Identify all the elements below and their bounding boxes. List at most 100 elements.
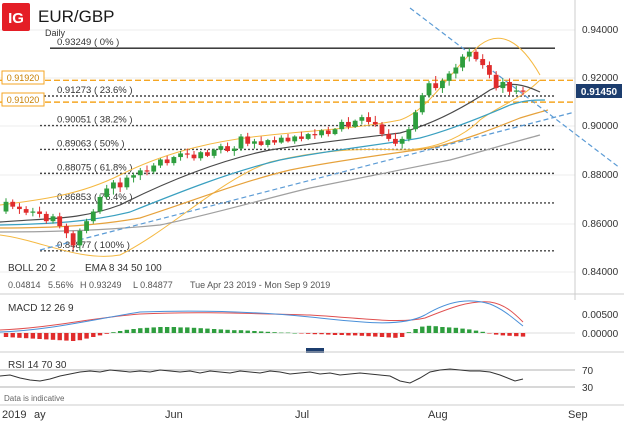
candle-body [191, 154, 197, 159]
macd-bar [285, 332, 291, 334]
macd-bar [151, 327, 156, 333]
macd-bar [191, 327, 197, 333]
candle-body [37, 211, 42, 214]
candle-body [23, 209, 29, 213]
candle-body [352, 120, 358, 127]
candle-body [124, 177, 130, 188]
candle-body [339, 121, 345, 130]
ema-50 [0, 109, 549, 229]
macd-bar [185, 327, 190, 333]
candle-body [17, 206, 22, 210]
stat-pct: 5.56% [48, 280, 74, 290]
candle-body [164, 159, 170, 164]
macd-bar [319, 333, 324, 335]
candle-body [520, 90, 526, 92]
fib-label: 0.89063 ( 50% ) [57, 138, 125, 149]
candle-body [406, 129, 412, 139]
trend-lines [39, 7, 621, 251]
indicator-info: BOLL 20 2 EMA 8 34 50 100 0.04814 5.56% … [8, 263, 330, 290]
fib-label: 0.93249 ( 0% ) [57, 37, 119, 48]
candle-body [446, 73, 452, 81]
candle-body [399, 138, 405, 144]
macd-marker [306, 348, 324, 353]
candle-body [144, 170, 150, 172]
price-tick: 0.92000 [582, 73, 619, 84]
macd-bar [17, 333, 22, 338]
candle-body [493, 74, 499, 89]
macd-bar [433, 326, 438, 333]
macd-bar [198, 328, 203, 333]
macd-bar [379, 333, 385, 337]
macd-panel: MACD 12 26 9 0.00500 0.00000 [0, 293, 624, 353]
candle-body [10, 201, 16, 207]
candle-body [319, 130, 324, 136]
ema-100 [0, 134, 541, 233]
macd-tick: 0.00500 [582, 310, 619, 321]
macd-bar [97, 333, 103, 336]
lower-zone-tag [1, 92, 45, 107]
macd-label: MACD 12 26 9 [8, 303, 74, 314]
macd-bar [178, 327, 183, 333]
macd-bar [460, 328, 465, 333]
timeframe-label: Daily [45, 28, 66, 38]
macd-bar [30, 333, 36, 339]
x-label-jun: Jun [165, 409, 183, 421]
rsi-label: RSI 14 70 30 [8, 360, 67, 371]
macd-bar [507, 333, 512, 336]
macd-bar [238, 330, 244, 333]
macd-line [0, 300, 524, 333]
macd-tick: 0.00000 [582, 329, 619, 340]
macd-bar [70, 333, 76, 341]
x-label-jul: Jul [295, 409, 309, 421]
candle-body [419, 95, 425, 113]
candle-body [359, 117, 365, 121]
rsi-panel: RSI 14 70 30 70 30 Data is indicative [0, 351, 624, 403]
macd-bar [493, 333, 499, 335]
macd-bar [117, 331, 123, 333]
current-price-label: 0.91450 [581, 87, 618, 98]
x-label-may: ay [34, 409, 46, 421]
macd-bar [406, 332, 412, 333]
candle-body [487, 65, 492, 75]
candle-body [393, 138, 398, 144]
macd-bar [252, 331, 257, 333]
macd-bar [520, 333, 526, 337]
candle-body [413, 112, 418, 130]
candle-body [238, 136, 244, 149]
macd-bar [211, 329, 217, 333]
macd-bar [164, 327, 170, 333]
macd-bar [393, 333, 398, 338]
macd-bar [23, 333, 29, 339]
price-tick: 0.88000 [582, 170, 619, 181]
macd-bar [426, 325, 432, 333]
macd-bar [292, 333, 297, 334]
stat-low: L 0.84877 [133, 280, 173, 290]
candles [3, 48, 526, 251]
candle-body [184, 153, 190, 155]
macd-bar [366, 333, 371, 337]
price-tick: 0.84000 [582, 267, 619, 278]
candle-body [218, 146, 224, 150]
candle-body [137, 170, 143, 176]
candle-body [178, 153, 183, 158]
candle-body [231, 148, 237, 151]
upper-zone-tag [1, 70, 45, 85]
macd-bar [279, 332, 284, 334]
macd-bar [500, 333, 506, 336]
upper-zone-label: 0.91920 [7, 73, 40, 83]
candle-body [70, 233, 76, 246]
rsi-line [0, 368, 524, 384]
macd-bar [10, 333, 15, 338]
candle-body [346, 121, 351, 127]
macd-bar [326, 333, 331, 335]
macd-bar [131, 329, 136, 333]
macd-bar [346, 333, 351, 336]
macd-bar [57, 333, 62, 341]
candle-body [258, 141, 264, 145]
candle-body [57, 216, 63, 227]
candle-body [466, 51, 472, 57]
lower-zone-label: 0.91020 [7, 95, 40, 105]
macd-bar [467, 329, 472, 333]
candle-body [117, 182, 123, 188]
macd-bar [232, 330, 237, 333]
